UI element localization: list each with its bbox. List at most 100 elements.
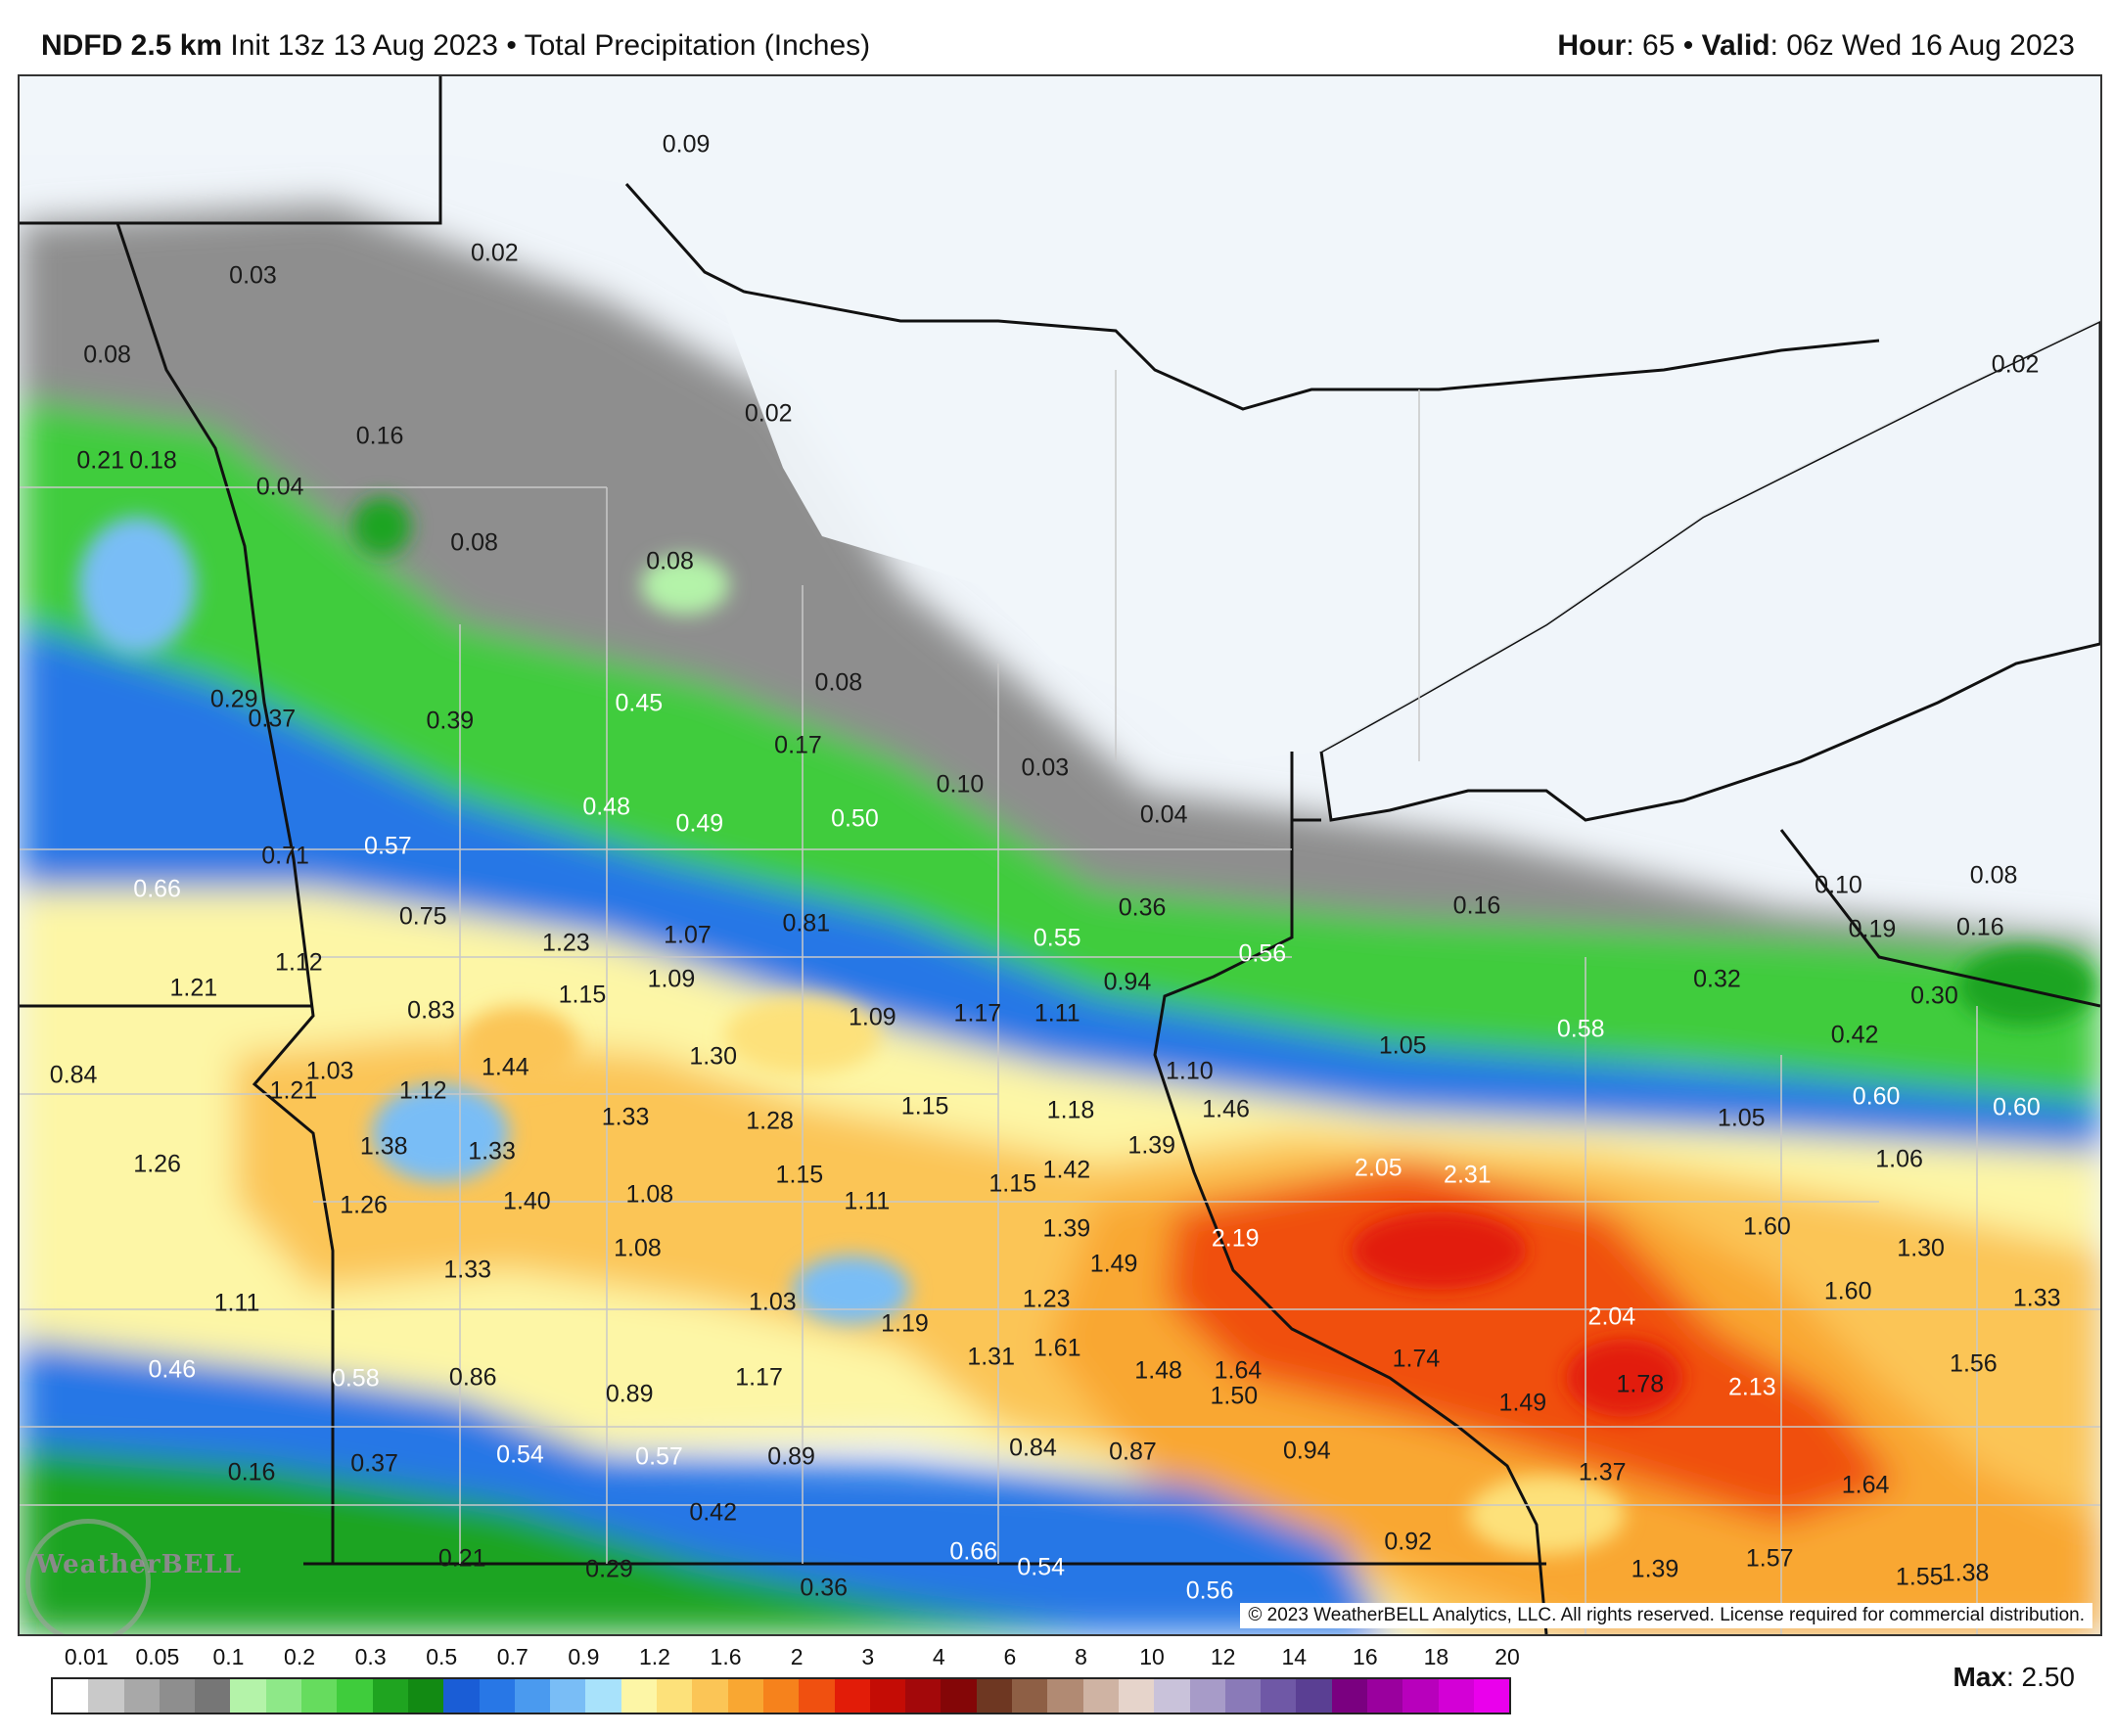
legend-tick-label: 10: [1139, 1644, 1165, 1669]
precip-value-label: 0.36: [1118, 893, 1167, 922]
legend-swatch: [1366, 1679, 1403, 1713]
precip-value-label: 0.83: [407, 996, 455, 1025]
precip-value-label: 1.49: [1498, 1389, 1547, 1417]
precip-value-label: 1.17: [953, 999, 1002, 1028]
precip-value-label: 0.29: [585, 1555, 633, 1583]
precip-value-label: 1.33: [601, 1103, 650, 1131]
precip-value-label: 1.09: [647, 965, 696, 993]
legend-ticks: 0.01 0.05 0.1 0.2 0.3 0.5 0.7 0.9 1.2 1.6 2 3 4 6 8 10 1…: [49, 1644, 1520, 1673]
legend-swatch: [479, 1679, 515, 1713]
precip-value-label: 0.03: [229, 261, 277, 290]
legend-swatch: [762, 1679, 800, 1713]
legend-tick-label: 6: [1003, 1644, 1017, 1669]
legend-swatch: [159, 1679, 196, 1713]
precip-value-label: 1.74: [1392, 1345, 1441, 1373]
precip-value-label: 1.11: [1034, 999, 1080, 1028]
legend-tick-label: 0.5: [426, 1644, 458, 1669]
precip-value-label: 1.33: [468, 1137, 516, 1165]
precip-value-label: 2.04: [1587, 1302, 1636, 1331]
header-valid-time: Hour: 65 • Valid: 06z Wed 16 Aug 2023: [1557, 29, 2075, 63]
legend-swatch: [1047, 1679, 1083, 1713]
legend-swatch: [514, 1679, 551, 1713]
precip-value-label: 1.08: [625, 1180, 674, 1209]
weatherbell-watermark: WeatherBELL: [25, 1519, 242, 1634]
legend-swatch: [869, 1679, 906, 1713]
legend-swatch: [1402, 1679, 1439, 1713]
precip-value-label: 0.66: [949, 1537, 998, 1566]
precip-value-label: 1.42: [1042, 1156, 1091, 1184]
precip-value-label: 0.02: [1991, 350, 2040, 379]
precip-value-label: 1.15: [558, 981, 607, 1009]
precip-value-label: 1.12: [275, 948, 323, 977]
precip-value-label: 0.36: [800, 1574, 849, 1602]
legend-swatch: [265, 1679, 302, 1713]
precip-value-label: 1.26: [340, 1191, 388, 1219]
legend-tick-label: 16: [1353, 1644, 1378, 1669]
precip-value-label: 0.18: [129, 446, 177, 475]
legend-swatch: [195, 1679, 231, 1713]
precip-value-label: 1.38: [359, 1132, 408, 1161]
precip-value-label: 0.08: [814, 668, 863, 697]
legend-swatch: [1189, 1679, 1225, 1713]
precip-value-label: 1.61: [1033, 1334, 1081, 1362]
precip-value-label: 0.04: [1139, 800, 1188, 829]
precip-value-label: 1.37: [1578, 1458, 1627, 1486]
precip-value-label: 0.92: [1384, 1528, 1433, 1556]
legend-tick-label: 4: [932, 1644, 945, 1669]
legend-swatch: [301, 1679, 338, 1713]
legend-tick-label: 12: [1210, 1644, 1236, 1669]
legend-swatch: [1331, 1679, 1367, 1713]
precip-value-label: 1.15: [900, 1092, 949, 1120]
precip-value-label: 1.33: [443, 1256, 492, 1284]
precip-value-label: 0.21: [76, 446, 125, 475]
bullet-separator-2: •: [1682, 29, 1694, 62]
precip-value-label: 2.13: [1727, 1373, 1776, 1401]
copyright-notice: © 2023 WeatherBELL Analytics, LLC. All r…: [1240, 1603, 2092, 1628]
precip-value-label: 0.49: [675, 809, 724, 838]
init-time: Init 13z 13 Aug 2023: [230, 29, 498, 62]
legend-tick-label: 2: [790, 1644, 804, 1669]
precip-value-label: 0.16: [355, 422, 404, 450]
precip-detail: [78, 497, 2094, 1554]
legend-swatch: [1154, 1679, 1190, 1713]
precip-value-label: 1.11: [844, 1187, 891, 1215]
model-name: NDFD 2.5 km: [41, 29, 223, 62]
legend-tick-label: 1.2: [638, 1644, 670, 1669]
legend-swatch: [88, 1679, 124, 1713]
precip-value-label: 0.02: [744, 399, 793, 428]
hour-label: Hour: [1557, 29, 1627, 62]
precip-value-label: 1.64: [1214, 1356, 1263, 1385]
legend-tick-label: 0.01: [64, 1644, 109, 1669]
precip-value-label: 1.19: [881, 1309, 929, 1338]
legend-swatch: [692, 1679, 728, 1713]
precip-value-label: 1.03: [748, 1288, 797, 1316]
precip-value-label: 0.08: [83, 341, 131, 369]
precip-value-label: 0.03: [1021, 754, 1070, 782]
valid-value: : 06z Wed 16 Aug 2023: [1769, 29, 2075, 62]
precip-value-label: 1.15: [988, 1169, 1037, 1198]
precip-value-label: 0.89: [767, 1442, 815, 1471]
legend-tick-label: 20: [1494, 1644, 1520, 1669]
precip-value-label: 1.46: [1202, 1095, 1250, 1123]
precip-value-label: 0.16: [1452, 891, 1501, 920]
precip-value-label: 1.30: [1897, 1234, 1945, 1262]
precip-value-label: 1.11: [213, 1289, 260, 1317]
legend-swatch: [905, 1679, 942, 1713]
max-label: Max: [1953, 1662, 2006, 1692]
precip-value-label: 0.42: [1830, 1021, 1879, 1049]
legend-swatch: [372, 1679, 408, 1713]
legend-tick-label: 0.2: [284, 1644, 316, 1669]
state-borders: [20, 76, 2100, 1634]
precip-value-label: 0.46: [148, 1355, 197, 1384]
valid-label: Valid: [1701, 29, 1770, 62]
precip-value-label: 0.55: [1033, 924, 1081, 952]
lake-superior: [1319, 319, 2100, 822]
precip-value-label: 1.78: [1616, 1370, 1665, 1398]
precip-value-label: 0.84: [49, 1061, 98, 1089]
legend-tick-label: 0.05: [135, 1644, 180, 1669]
precip-value-label: 0.32: [1693, 965, 1741, 993]
precip-value-label: 0.57: [635, 1442, 683, 1471]
legend-tick-label: 3: [861, 1644, 875, 1669]
map-graphic: [20, 76, 2100, 1634]
precip-value-label: 0.58: [1556, 1015, 1605, 1043]
